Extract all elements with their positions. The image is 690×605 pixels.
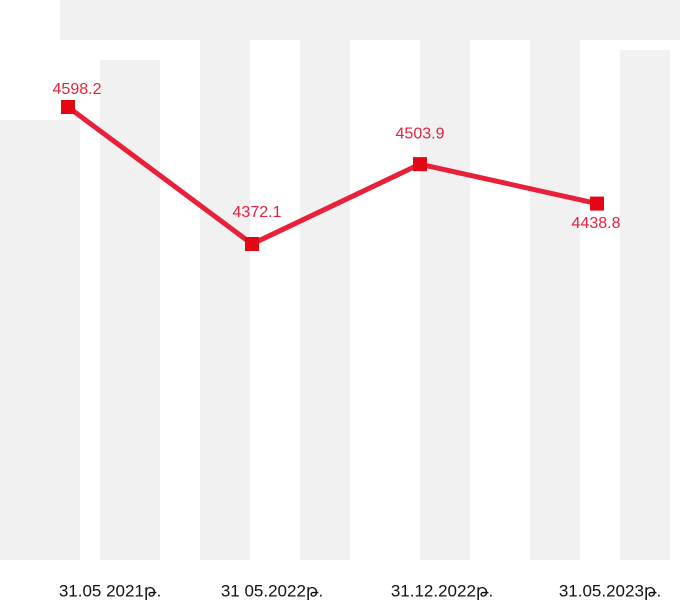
line [66,104,598,247]
marker [413,157,427,172]
data-label: 4598.2 [53,81,102,98]
background-art [0,0,680,560]
marker [61,100,75,114]
data-label: 4503.9 [396,125,445,142]
data-label: 4372.1 [233,204,282,221]
x-tick-label: 31 05.2022թ. [221,581,323,600]
x-tick-label: 31.05.2023թ. [559,581,661,600]
marker [590,196,604,211]
data-label: 4438.8 [572,215,621,232]
marker [245,237,259,251]
x-tick-label: 31.12.2022թ. [391,581,493,600]
x-tick-label: 31.05 2021թ. [59,581,161,600]
